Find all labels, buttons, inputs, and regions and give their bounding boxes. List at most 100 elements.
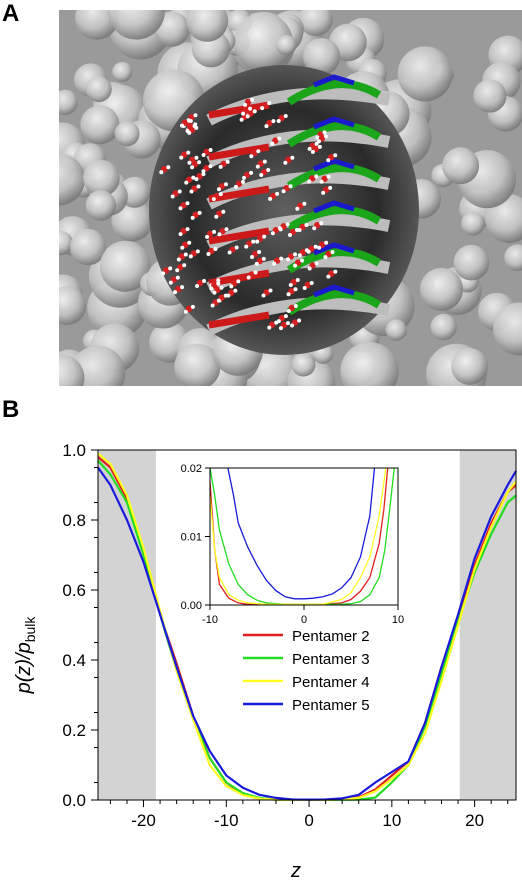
water-hydrogen	[297, 253, 302, 258]
y-tick-label: 0.0	[62, 791, 86, 810]
water-hydrogen	[286, 292, 291, 297]
water-hydrogen	[175, 268, 180, 273]
water-hydrogen	[206, 252, 211, 257]
water-hydrogen	[314, 141, 319, 146]
water-hydrogen	[185, 128, 190, 133]
green-strand	[286, 290, 382, 316]
water-hydrogen	[261, 293, 266, 298]
water-hydrogen	[179, 155, 184, 160]
water-hydrogen	[285, 321, 290, 326]
blue-residue	[313, 74, 355, 88]
inset-series-line	[227, 467, 376, 600]
water-hydrogen	[245, 114, 250, 119]
surface-bump	[473, 79, 507, 113]
water-hydrogen	[188, 254, 193, 259]
water-hydrogen	[216, 281, 221, 286]
surface-bump	[233, 12, 293, 72]
water-hydrogen	[213, 247, 218, 252]
water-hydrogen	[252, 109, 257, 114]
water-hydrogen	[268, 288, 273, 293]
water-hydrogen	[293, 252, 298, 257]
water-hydrogen	[276, 119, 281, 124]
surface-bump	[69, 228, 107, 266]
water-hydrogen	[233, 288, 238, 293]
water-hydrogen	[211, 197, 216, 202]
water-hydrogen	[195, 283, 200, 288]
surface-bump	[83, 159, 120, 197]
water-hydrogen	[283, 114, 288, 119]
red-residue	[208, 143, 270, 161]
surface-bump	[59, 286, 87, 326]
water-hydrogen	[323, 134, 328, 139]
water-hydrogen	[186, 150, 191, 155]
water-hydrogen	[216, 298, 221, 303]
water-hydrogen	[250, 97, 255, 102]
x-tick-label: 20	[465, 811, 484, 830]
legend-label: Pentamer 5	[292, 697, 370, 714]
water-hydrogen	[313, 244, 318, 249]
inset-x-tick-label: 10	[392, 614, 404, 626]
x-axis-label: z	[290, 860, 301, 882]
water-hydrogen	[288, 184, 293, 189]
surface-bump	[340, 342, 399, 386]
water-hydrogen	[183, 252, 188, 257]
water-hydrogen	[212, 229, 217, 234]
legend-label: Pentamer 2	[292, 628, 370, 645]
red-residue	[208, 311, 270, 329]
surface-bump	[451, 348, 489, 385]
water-hydrogen	[300, 258, 305, 263]
water-hydrogen	[310, 149, 315, 154]
water-hydrogen	[293, 263, 298, 268]
blue-residue	[313, 200, 355, 214]
surface-bump	[80, 105, 120, 145]
water-hydrogen	[182, 263, 187, 268]
inset-series-line	[209, 467, 387, 605]
water-hydrogen	[304, 248, 309, 253]
water-hydrogen	[210, 303, 215, 308]
water-hydrogen	[194, 155, 199, 160]
water-hydrogen	[159, 170, 164, 175]
x-tick-label: -10	[214, 811, 239, 830]
water-hydrogen	[168, 266, 173, 271]
water-hydrogen	[185, 227, 190, 232]
water-hydrogen	[183, 309, 188, 314]
blue-residue	[313, 158, 355, 172]
water-hydrogen	[288, 283, 293, 288]
surface-bump	[291, 352, 316, 377]
water-hydrogen	[187, 160, 192, 165]
water-hydrogen	[187, 240, 192, 245]
water-hydrogen	[250, 255, 255, 260]
water-hydrogen	[326, 174, 331, 179]
surface-bump	[59, 230, 73, 256]
water-hydrogen	[221, 209, 226, 214]
molecular-render	[59, 10, 522, 386]
legend-label: Pentamer 4	[292, 674, 370, 691]
x-tick-label: 0	[304, 811, 313, 830]
water-hydrogen	[287, 232, 292, 237]
water-hydrogen	[317, 245, 322, 250]
water-hydrogen	[239, 117, 244, 122]
surface-bump	[442, 147, 480, 185]
water-hydrogen	[176, 257, 181, 262]
surface-bump	[493, 302, 522, 356]
water-hydrogen	[264, 124, 269, 129]
water-hydrogen	[212, 290, 217, 295]
water-hydrogen	[333, 269, 338, 274]
water-hydrogen	[256, 149, 261, 154]
water-hydrogen	[314, 261, 319, 266]
surface-bump	[302, 37, 341, 76]
water-hydrogen	[261, 256, 266, 261]
surface-bump	[112, 61, 133, 82]
water-hydrogen	[190, 165, 195, 170]
water-hydrogen	[243, 102, 248, 107]
water-hydrogen	[262, 234, 267, 239]
water-hydrogen	[214, 214, 219, 219]
surface-bump	[85, 76, 112, 103]
water-hydrogen	[229, 284, 234, 289]
water-hydrogen	[208, 147, 213, 152]
water-hydrogen	[223, 293, 228, 298]
water-hydrogen	[191, 175, 196, 180]
green-strand	[286, 206, 382, 232]
shaded-region	[459, 450, 516, 800]
water-hydrogen	[241, 111, 246, 116]
